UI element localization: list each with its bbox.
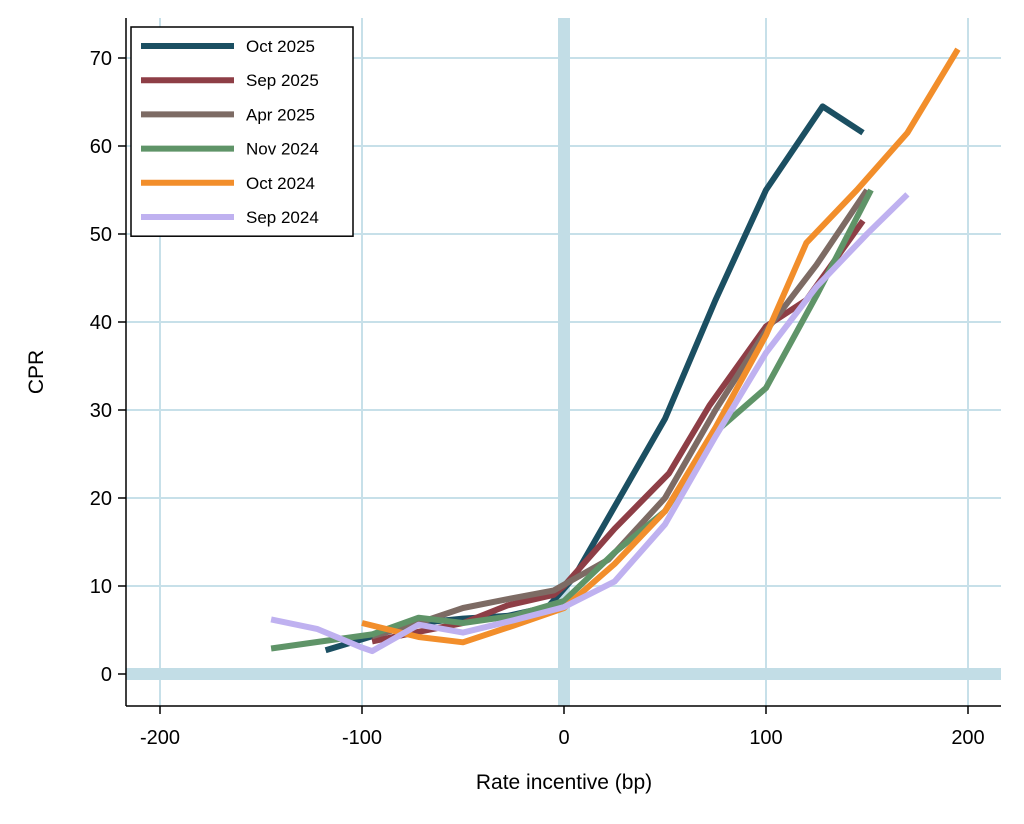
- legend-label: Oct 2025: [246, 37, 315, 56]
- x-tick-label: 0: [558, 727, 569, 749]
- x-axis-label: Rate incentive (bp): [476, 771, 652, 794]
- legend-box: [130, 26, 354, 237]
- y-tick-label: 70: [90, 48, 112, 70]
- series-line-sep-2024: [270, 192, 910, 655]
- y-tick-label: 30: [90, 400, 112, 422]
- y-tick-label: 20: [90, 488, 112, 510]
- legend-label: Apr 2025: [246, 105, 315, 124]
- legend: Oct 2025 Sep 2025 Apr 2025 Nov 2024 Oct 2024…: [130, 26, 354, 237]
- x-tick-label: -200: [140, 727, 180, 749]
- y-tick-label: 60: [90, 136, 112, 158]
- y-axis-label: CPR: [25, 350, 48, 394]
- x-tick-label: 100: [749, 727, 782, 749]
- x-tick-label: -100: [342, 727, 382, 749]
- series-line-oct-2024: [361, 47, 961, 646]
- y-tick-label: 10: [90, 576, 112, 598]
- legend-label: Oct 2024: [246, 174, 315, 193]
- series-lines: [270, 47, 961, 655]
- series-line-nov-2024: [270, 188, 874, 652]
- y-tick-label: 50: [90, 224, 112, 246]
- legend-label: Sep 2025: [246, 71, 319, 90]
- axes: 0 10 20 30 40 50 60 70 -200 -100 0 100 200: [90, 18, 1001, 749]
- legend-label: Nov 2024: [246, 140, 319, 159]
- y-tick-label: 0: [101, 664, 112, 686]
- y-tick-label: 40: [90, 312, 112, 334]
- legend-label: Sep 2024: [246, 208, 319, 227]
- x-tick-label: 200: [951, 727, 984, 749]
